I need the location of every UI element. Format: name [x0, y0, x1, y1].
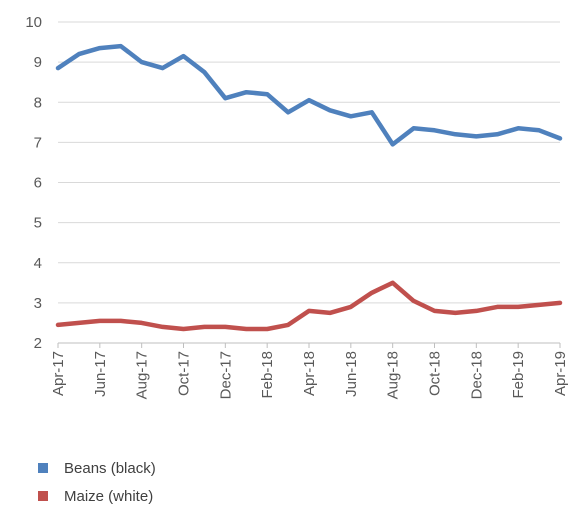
y-tick-label: 3	[34, 295, 42, 312]
x-tick-label: Apr-18	[301, 351, 318, 396]
legend-label-maize: Maize (white)	[64, 487, 154, 505]
x-tick-label: Feb-18	[259, 351, 276, 399]
y-tick-label: 9	[34, 54, 42, 71]
x-tick-label: Dec-18	[468, 351, 485, 399]
y-tick-label: 8	[34, 94, 42, 111]
x-tick-label: Apr-19	[552, 351, 569, 396]
line-chart: 2 3 4 5 6 7 8 9 10 Apr-17 Jun-17 Aug-17 Oct-17 Dec-1…	[25, 14, 569, 399]
y-tick-label: 5	[34, 215, 42, 232]
x-tick-label: Oct-17	[176, 351, 193, 396]
x-tick-label: Jun-18	[343, 351, 360, 397]
legend: Beans (black) Maize (white)	[38, 454, 156, 510]
legend-swatch-maize	[38, 491, 48, 501]
x-tick-label: Jun-17	[92, 351, 109, 397]
x-tick-label: Oct-18	[427, 351, 444, 396]
x-tick-label: Feb-19	[510, 351, 527, 399]
series-lines	[55, 43, 563, 332]
x-axis-tick-labels: Apr-17 Jun-17 Aug-17 Oct-17 Dec-17 Feb-18 Apr-…	[50, 343, 569, 399]
y-tick-label: 4	[34, 255, 42, 272]
gridlines	[58, 21, 560, 344]
x-tick-label: Aug-17	[134, 351, 151, 399]
legend-label-beans: Beans (black)	[64, 459, 156, 477]
legend-swatch-beans	[38, 463, 48, 473]
y-tick-label: 7	[34, 134, 42, 151]
legend-item-maize: Maize (white)	[38, 482, 156, 510]
series-line-maize	[55, 280, 563, 332]
legend-item-beans: Beans (black)	[38, 454, 156, 482]
y-tick-label: 2	[34, 335, 42, 352]
y-tick-label: 10	[25, 14, 42, 31]
x-tick-label: Apr-17	[50, 351, 67, 396]
x-tick-label: Aug-18	[385, 351, 402, 399]
x-tick-label: Dec-17	[217, 351, 234, 399]
y-tick-label: 6	[34, 175, 42, 192]
series-line-beans	[55, 43, 563, 147]
y-axis-tick-labels: 2 3 4 5 6 7 8 9 10	[25, 14, 42, 352]
